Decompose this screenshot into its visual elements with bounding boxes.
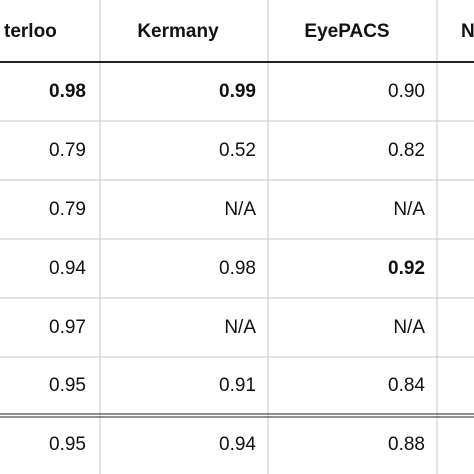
cell: 0.95 bbox=[49, 375, 86, 396]
cell: 0.82 bbox=[388, 140, 425, 161]
cell: 0.98 bbox=[49, 81, 86, 102]
cell: 0.52 bbox=[219, 140, 256, 161]
cell: 0.98 bbox=[219, 258, 256, 279]
cell: 0.88 bbox=[388, 434, 425, 455]
cell: N/A bbox=[393, 317, 425, 338]
cell: 0.94 bbox=[49, 258, 86, 279]
column-header: N bbox=[461, 21, 474, 42]
cell: 0.94 bbox=[219, 434, 256, 455]
column-header: EyePACS bbox=[304, 21, 389, 42]
cell: 0.91 bbox=[219, 375, 256, 396]
cell: 0.79 bbox=[49, 199, 86, 220]
cell: 0.92 bbox=[388, 258, 425, 279]
cell: N/A bbox=[224, 199, 256, 220]
cell: 0.79 bbox=[49, 140, 86, 161]
cell: N/A bbox=[224, 317, 256, 338]
column-header: Kermany bbox=[137, 21, 219, 42]
column-header: terloo bbox=[4, 21, 57, 42]
cell: 0.95 bbox=[49, 434, 86, 455]
cell: 0.84 bbox=[388, 375, 425, 396]
cell: 0.99 bbox=[219, 81, 256, 102]
cell: N/A bbox=[393, 199, 425, 220]
cell: 0.90 bbox=[388, 81, 425, 102]
cell: 0.97 bbox=[49, 317, 86, 338]
